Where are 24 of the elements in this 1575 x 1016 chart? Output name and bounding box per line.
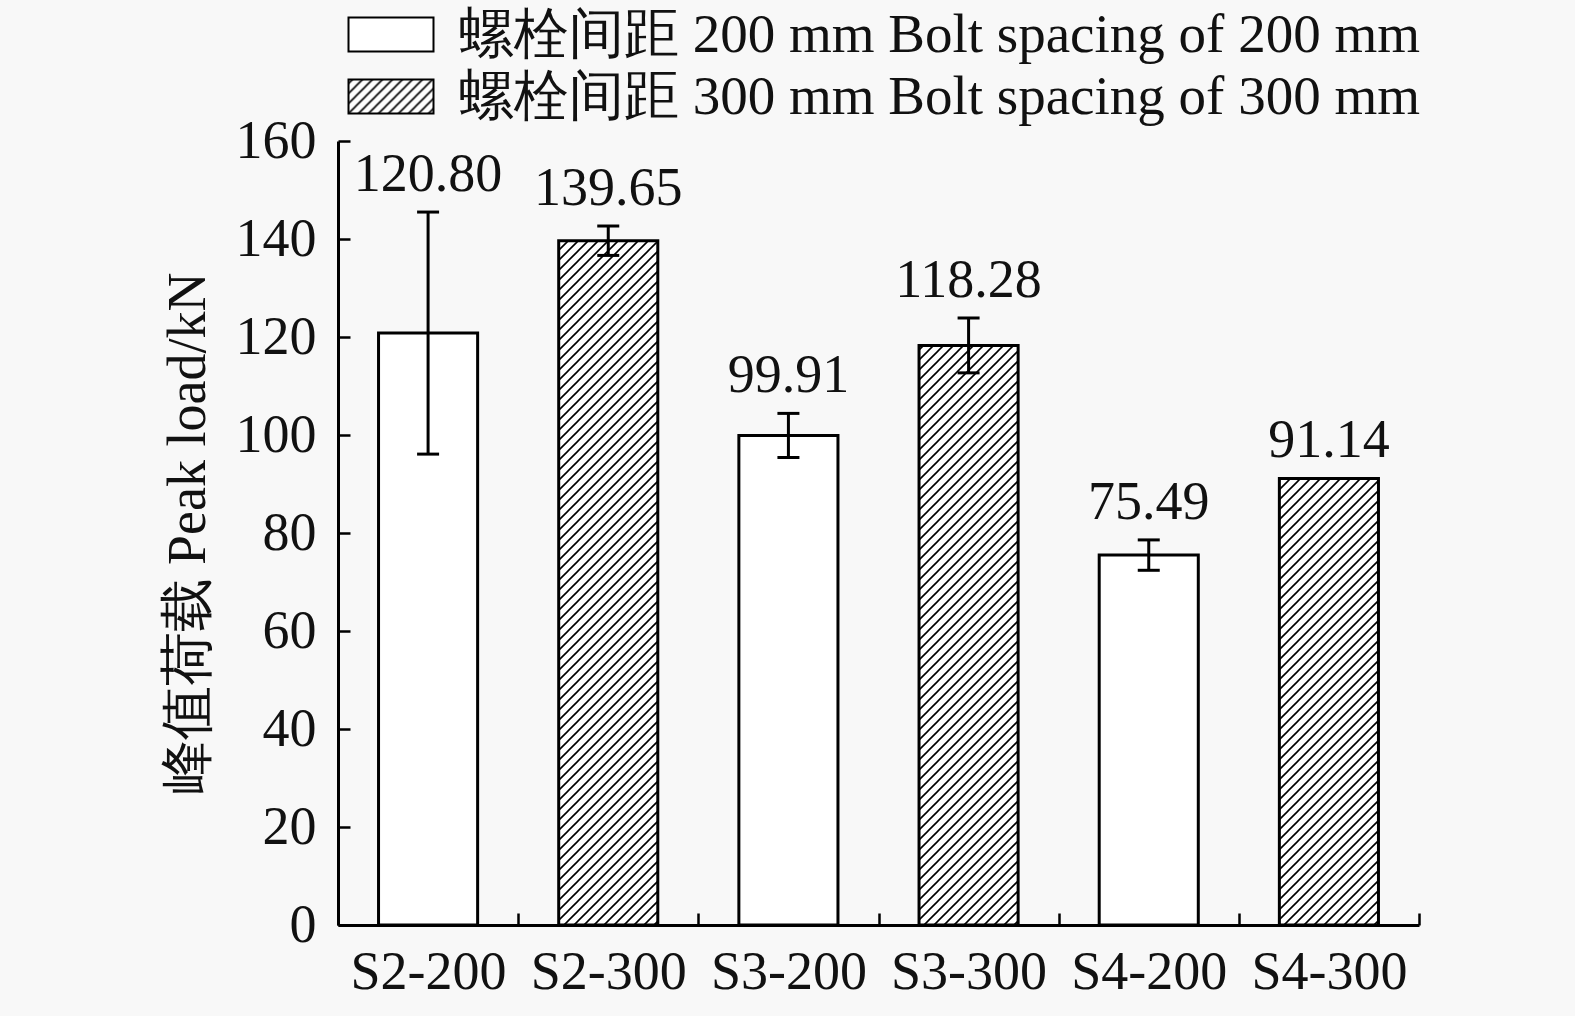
x-tick-label: S3-200: [710, 940, 867, 1001]
x-tick-label: S2-200: [350, 940, 507, 1001]
data-label: 120.80: [353, 143, 503, 204]
y-tick-label: 120: [235, 305, 317, 366]
y-tick-label: 140: [235, 207, 317, 268]
data-label: 75.49: [1088, 470, 1210, 531]
data-label: 91.14: [1268, 409, 1390, 470]
y-tick-label: 20: [262, 795, 317, 856]
y-axis-title: 峰值荷载 Peak load/kN: [156, 272, 217, 795]
x-tick-label: S4-300: [1251, 940, 1408, 1001]
y-tick-label: 80: [262, 501, 317, 562]
y-tick-label: 40: [262, 697, 317, 758]
legend-label: 螺栓间距 200 mm Bolt spacing of 200 mm: [459, 2, 1420, 64]
y-tick-label: 0: [289, 893, 317, 954]
y-tick-label: 100: [235, 403, 317, 464]
legend-label: 螺栓间距 300 mm Bolt spacing of 300 mm: [459, 64, 1420, 126]
x-tick-label: S2-300: [530, 940, 687, 1001]
data-label: 99.91: [727, 344, 850, 405]
data-label: 118.28: [895, 248, 1042, 309]
x-tick-label: S4-200: [1071, 940, 1228, 1001]
x-tick-label: S3-300: [891, 940, 1048, 1001]
y-tick-label: 160: [235, 109, 317, 170]
data-label: 139.65: [534, 157, 683, 218]
y-tick-label: 60: [262, 599, 317, 660]
